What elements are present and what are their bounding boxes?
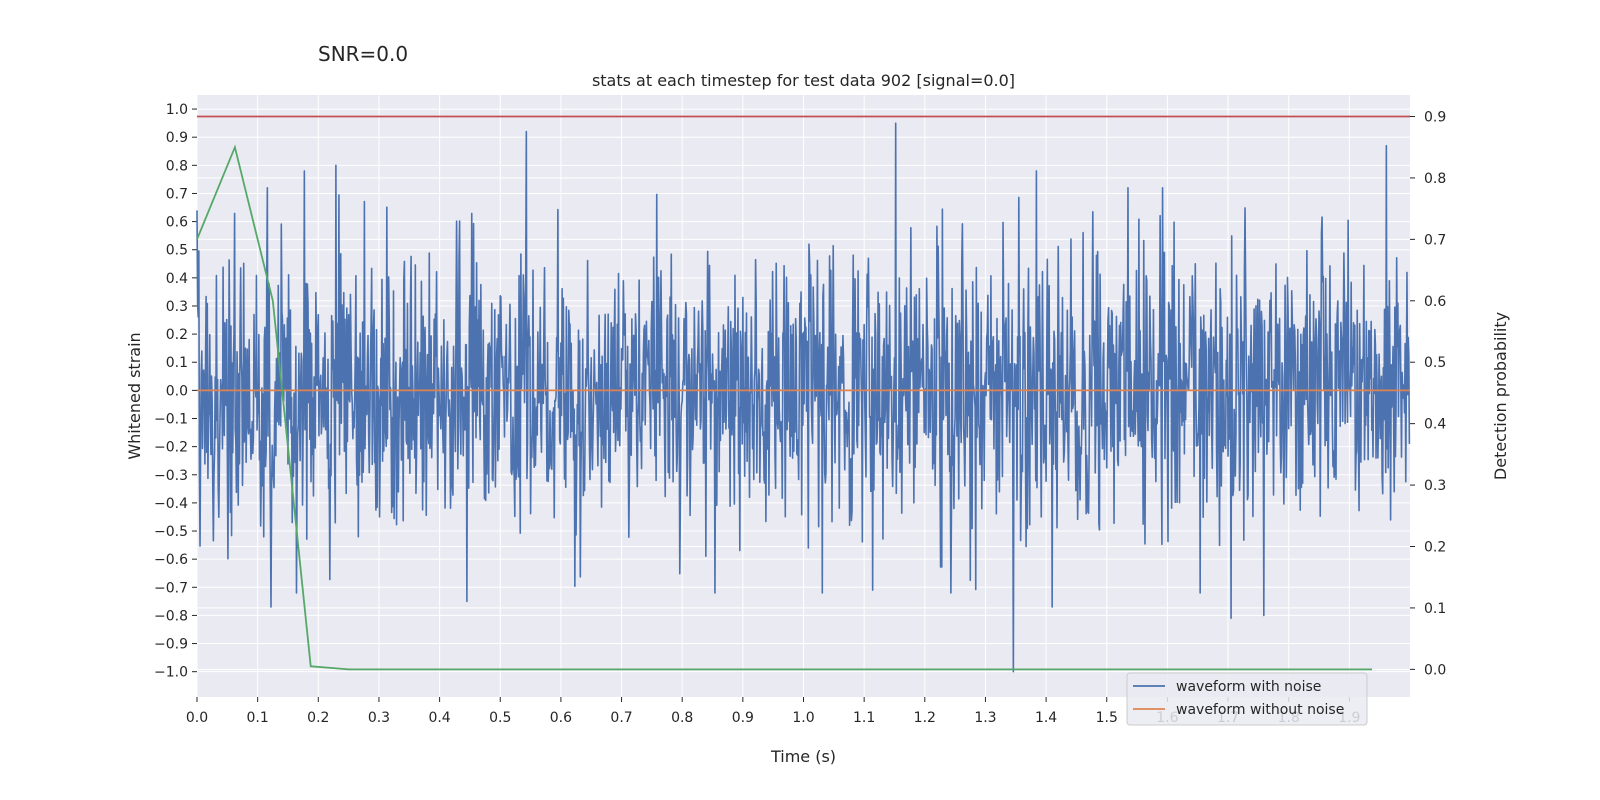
y2-tick-label: 0.8 xyxy=(1424,171,1446,187)
y2-tick-label: 0.1 xyxy=(1424,601,1446,617)
y2-axis-ticks: 0.9 0.8 0.7 0.6 0.5 0.4 0.3 0.2 0.1 0.0 xyxy=(1410,110,1446,678)
y-tick-label: −1.0 xyxy=(154,665,188,681)
y2-tick-label: 0.7 xyxy=(1424,232,1446,248)
y2-tick-label: 0.0 xyxy=(1424,662,1446,678)
x-tick-label: 0.3 xyxy=(368,710,390,726)
y-tick-label: 0.3 xyxy=(166,299,188,315)
y-tick-label: −0.9 xyxy=(154,637,188,653)
x-tick-label: 0.4 xyxy=(428,710,450,726)
y-axis-label: Whitened strain xyxy=(125,332,144,459)
x-tick-label: 1.5 xyxy=(1096,710,1118,726)
series-detection-probability xyxy=(196,144,1373,671)
legend-label-noisy: waveform with noise xyxy=(1176,679,1321,695)
y-tick-label: 0.4 xyxy=(166,271,188,287)
legend-label-clean: waveform without noise xyxy=(1176,702,1344,718)
series-waveform-with-noise xyxy=(196,122,1411,673)
legend: waveform with noise waveform without noi… xyxy=(1126,672,1368,726)
y-tick-label: 0.7 xyxy=(166,186,188,202)
y-tick-label: 0.1 xyxy=(166,355,188,371)
x-axis-label: Time (s) xyxy=(770,747,836,766)
x-tick-label: 0.7 xyxy=(610,710,632,726)
y-tick-label: −0.7 xyxy=(154,580,188,596)
y-tick-label: −0.1 xyxy=(154,412,188,428)
y-tick-label: −0.6 xyxy=(154,552,188,568)
figure-suptitle: SNR=0.0 xyxy=(318,42,408,66)
y-tick-label: −0.8 xyxy=(154,608,188,624)
y-tick-label: 1.0 xyxy=(166,102,188,118)
y2-tick-label: 0.4 xyxy=(1424,417,1446,433)
y-tick-label: 0.0 xyxy=(166,383,188,399)
x-tick-label: 0.6 xyxy=(550,710,572,726)
y-tick-label: 0.2 xyxy=(166,327,188,343)
x-tick-label: 0.8 xyxy=(671,710,693,726)
y2-axis-label: Detection probability xyxy=(1491,312,1510,480)
x-tick-label: 0.1 xyxy=(247,710,269,726)
x-tick-label: 0.9 xyxy=(732,710,754,726)
chart-title: stats at each timestep for test data 902… xyxy=(592,71,1015,90)
y-tick-label: −0.2 xyxy=(154,440,188,456)
y-tick-label: −0.5 xyxy=(154,524,188,540)
y-axis-ticks: 1.0 0.9 0.8 0.7 0.6 0.5 0.4 0.3 0.2 0.1 0.0 −0.1 −0.… xyxy=(154,102,197,681)
y2-tick-label: 0.5 xyxy=(1424,355,1446,371)
series-layer xyxy=(196,115,1411,673)
x-tick-label: 0.0 xyxy=(186,710,208,726)
y-tick-label: 0.8 xyxy=(166,158,188,174)
x-tick-label: 1.3 xyxy=(974,710,996,726)
y-tick-label: 0.6 xyxy=(166,215,188,231)
y-tick-label: 0.5 xyxy=(166,243,188,259)
x-tick-label: 1.1 xyxy=(853,710,875,726)
y-tick-label: −0.3 xyxy=(154,468,188,484)
y2-tick-label: 0.9 xyxy=(1424,110,1446,126)
x-tick-label: 1.2 xyxy=(914,710,936,726)
x-tick-label: 1.0 xyxy=(792,710,814,726)
y2-tick-label: 0.2 xyxy=(1424,540,1446,556)
y2-tick-label: 0.6 xyxy=(1424,294,1446,310)
x-tick-label: 1.4 xyxy=(1035,710,1057,726)
x-tick-label: 0.2 xyxy=(307,710,329,726)
y2-tick-label: 0.3 xyxy=(1424,478,1446,494)
y-tick-label: 0.9 xyxy=(166,130,188,146)
x-tick-label: 0.5 xyxy=(489,710,511,726)
y-tick-label: −0.4 xyxy=(154,496,188,512)
legend-box xyxy=(1126,672,1368,726)
